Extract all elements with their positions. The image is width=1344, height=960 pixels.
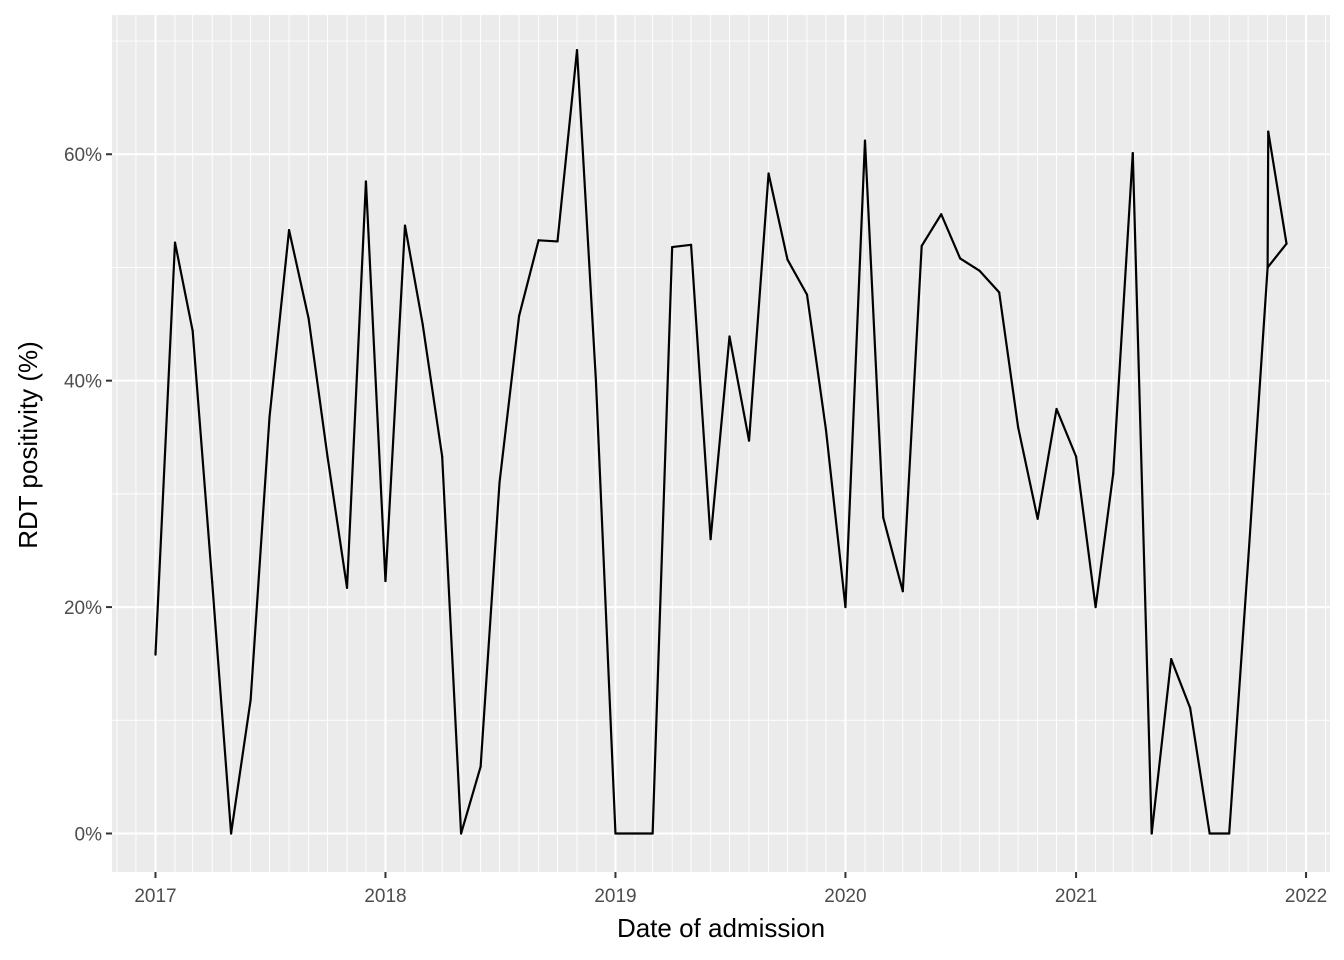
series-line-segment	[824, 428, 847, 609]
series-line-segment	[479, 481, 501, 768]
series-line-segment	[1228, 560, 1250, 835]
x-axis-title: Date of admission	[617, 913, 825, 943]
series-line-segment	[1094, 472, 1115, 609]
series-line-segment	[844, 139, 867, 609]
series-line-segment	[1074, 455, 1097, 609]
y-axis-title: RDT positivity (%)	[13, 341, 43, 549]
series-line-segment	[441, 455, 463, 835]
series-line-segment	[1267, 130, 1288, 245]
series-line-segment	[1131, 152, 1153, 835]
series-line-segment	[173, 241, 194, 332]
series-line-segment	[537, 239, 559, 243]
series-line-segment	[1170, 658, 1192, 709]
x-tick-label: 2018	[364, 886, 406, 907]
x-tick-label: 2020	[824, 886, 866, 907]
series-line-segment	[287, 228, 310, 320]
series-line-segment	[498, 315, 521, 484]
series-line-segment	[689, 243, 712, 541]
series-line-segment	[1150, 658, 1173, 835]
minor-gridlines	[112, 15, 1330, 872]
y-tick-label: 20%	[64, 598, 102, 619]
series-line-segment	[805, 293, 828, 431]
plot-panel	[112, 15, 1330, 872]
x-tick-label: 2017	[134, 886, 176, 907]
series-line-segment	[154, 241, 177, 656]
series-line-segment	[1266, 242, 1288, 269]
series-line-segment	[747, 172, 770, 442]
series-line-segment	[345, 180, 368, 589]
series-line-segment	[268, 228, 291, 418]
x-tick-label: 2022	[1285, 886, 1327, 907]
series-line-segment	[517, 239, 540, 318]
series-line-segment	[1016, 425, 1039, 520]
series-line-segment	[384, 224, 407, 583]
series-line-segment	[575, 48, 598, 382]
series-line-segment	[863, 139, 885, 519]
series-line-segment	[211, 581, 233, 835]
series-line-segment	[421, 322, 444, 458]
series-line-segment	[326, 455, 349, 589]
series-line-segment	[959, 257, 981, 272]
series-line-segment	[978, 269, 1001, 294]
y-tick-label: 0%	[75, 825, 103, 846]
y-axis: 0% 20% 40% 60%	[64, 145, 112, 846]
series-line-segment	[229, 698, 252, 835]
series-line-segment	[249, 415, 271, 702]
series-line-segment	[786, 258, 809, 296]
series-line-segment	[709, 335, 731, 541]
series-line-segment	[1055, 407, 1078, 458]
series-line-segment	[1112, 152, 1134, 475]
series-line-segment	[594, 379, 617, 835]
series-line-segment	[1189, 706, 1211, 835]
series-line-segment	[882, 516, 904, 593]
series-line-segment	[998, 291, 1020, 429]
series-line-segment	[671, 243, 693, 249]
series-line-segment	[364, 180, 387, 583]
series-line-segment	[1266, 130, 1270, 269]
major-gridlines	[112, 15, 1330, 872]
x-tick-label: 2021	[1055, 886, 1097, 907]
data-series	[154, 48, 1288, 835]
series-line-segment	[403, 224, 424, 326]
series-line-segment	[1036, 407, 1058, 520]
x-axis: 2017 2018 2019 2020 2021 2022	[134, 872, 1327, 907]
series-line-segment	[767, 172, 789, 261]
series-line-segment	[901, 244, 923, 593]
series-line-segment	[920, 213, 943, 248]
y-tick-label: 60%	[64, 145, 102, 166]
series-line-segment	[940, 213, 962, 260]
x-tick-label: 2019	[594, 886, 636, 907]
series-line-segment	[1246, 266, 1269, 563]
series-line-segment	[728, 335, 751, 442]
y-tick-label: 40%	[64, 372, 102, 393]
series-line-segment	[651, 245, 674, 835]
series-line-segment	[459, 765, 482, 835]
series-line-segment	[556, 48, 579, 243]
series-line-segment	[307, 317, 329, 458]
series-line-segment	[191, 329, 214, 584]
